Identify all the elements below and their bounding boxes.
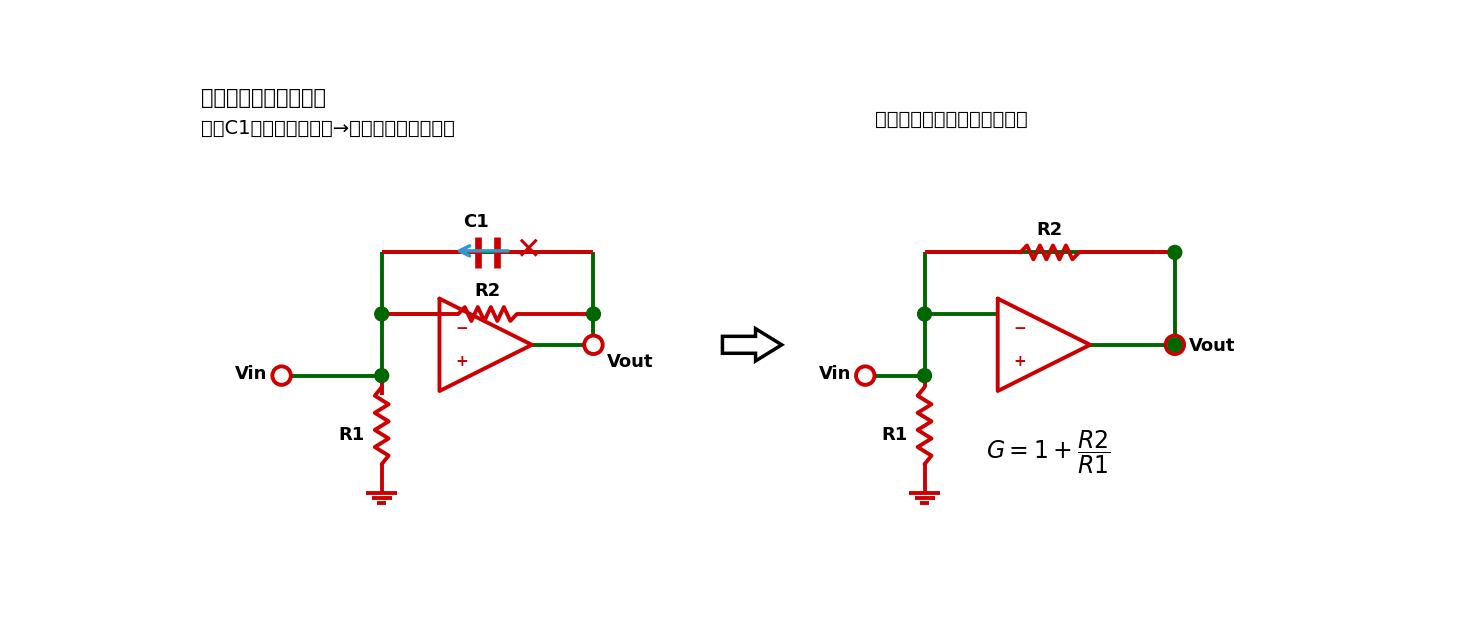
Text: −: − [1014, 321, 1027, 335]
Circle shape [375, 369, 389, 382]
Text: C1に電流流れない→オープン状態と同じ: C1に電流流れない→オープン状態と同じ [200, 119, 454, 138]
Text: 入力信号が直流の場合: 入力信号が直流の場合 [200, 88, 326, 108]
Text: R2: R2 [1036, 221, 1063, 238]
Text: Vin: Vin [236, 365, 267, 383]
Text: Vout: Vout [607, 353, 654, 371]
Circle shape [917, 307, 932, 321]
Circle shape [1168, 245, 1181, 259]
Text: R1: R1 [338, 426, 365, 444]
Polygon shape [723, 328, 782, 361]
Circle shape [273, 366, 291, 385]
Circle shape [917, 369, 932, 382]
Text: $G = 1+\dfrac{R2}{R1}$: $G = 1+\dfrac{R2}{R1}$ [987, 429, 1112, 476]
Circle shape [856, 366, 874, 385]
Circle shape [1165, 335, 1184, 354]
Circle shape [586, 307, 601, 321]
Circle shape [375, 307, 389, 321]
Text: R2: R2 [475, 282, 500, 300]
Circle shape [585, 335, 603, 354]
Text: Vin: Vin [819, 365, 852, 383]
Text: 通常の非反転増幅回路になる: 通常の非反転増幅回路になる [874, 110, 1027, 129]
Text: C1: C1 [463, 213, 488, 231]
Text: +: + [1014, 354, 1027, 369]
Text: Vout: Vout [1189, 337, 1235, 355]
Text: ✕: ✕ [515, 236, 540, 266]
Circle shape [1168, 338, 1181, 352]
Text: +: + [456, 354, 467, 369]
Text: R1: R1 [881, 426, 908, 444]
Text: −: − [456, 321, 467, 335]
